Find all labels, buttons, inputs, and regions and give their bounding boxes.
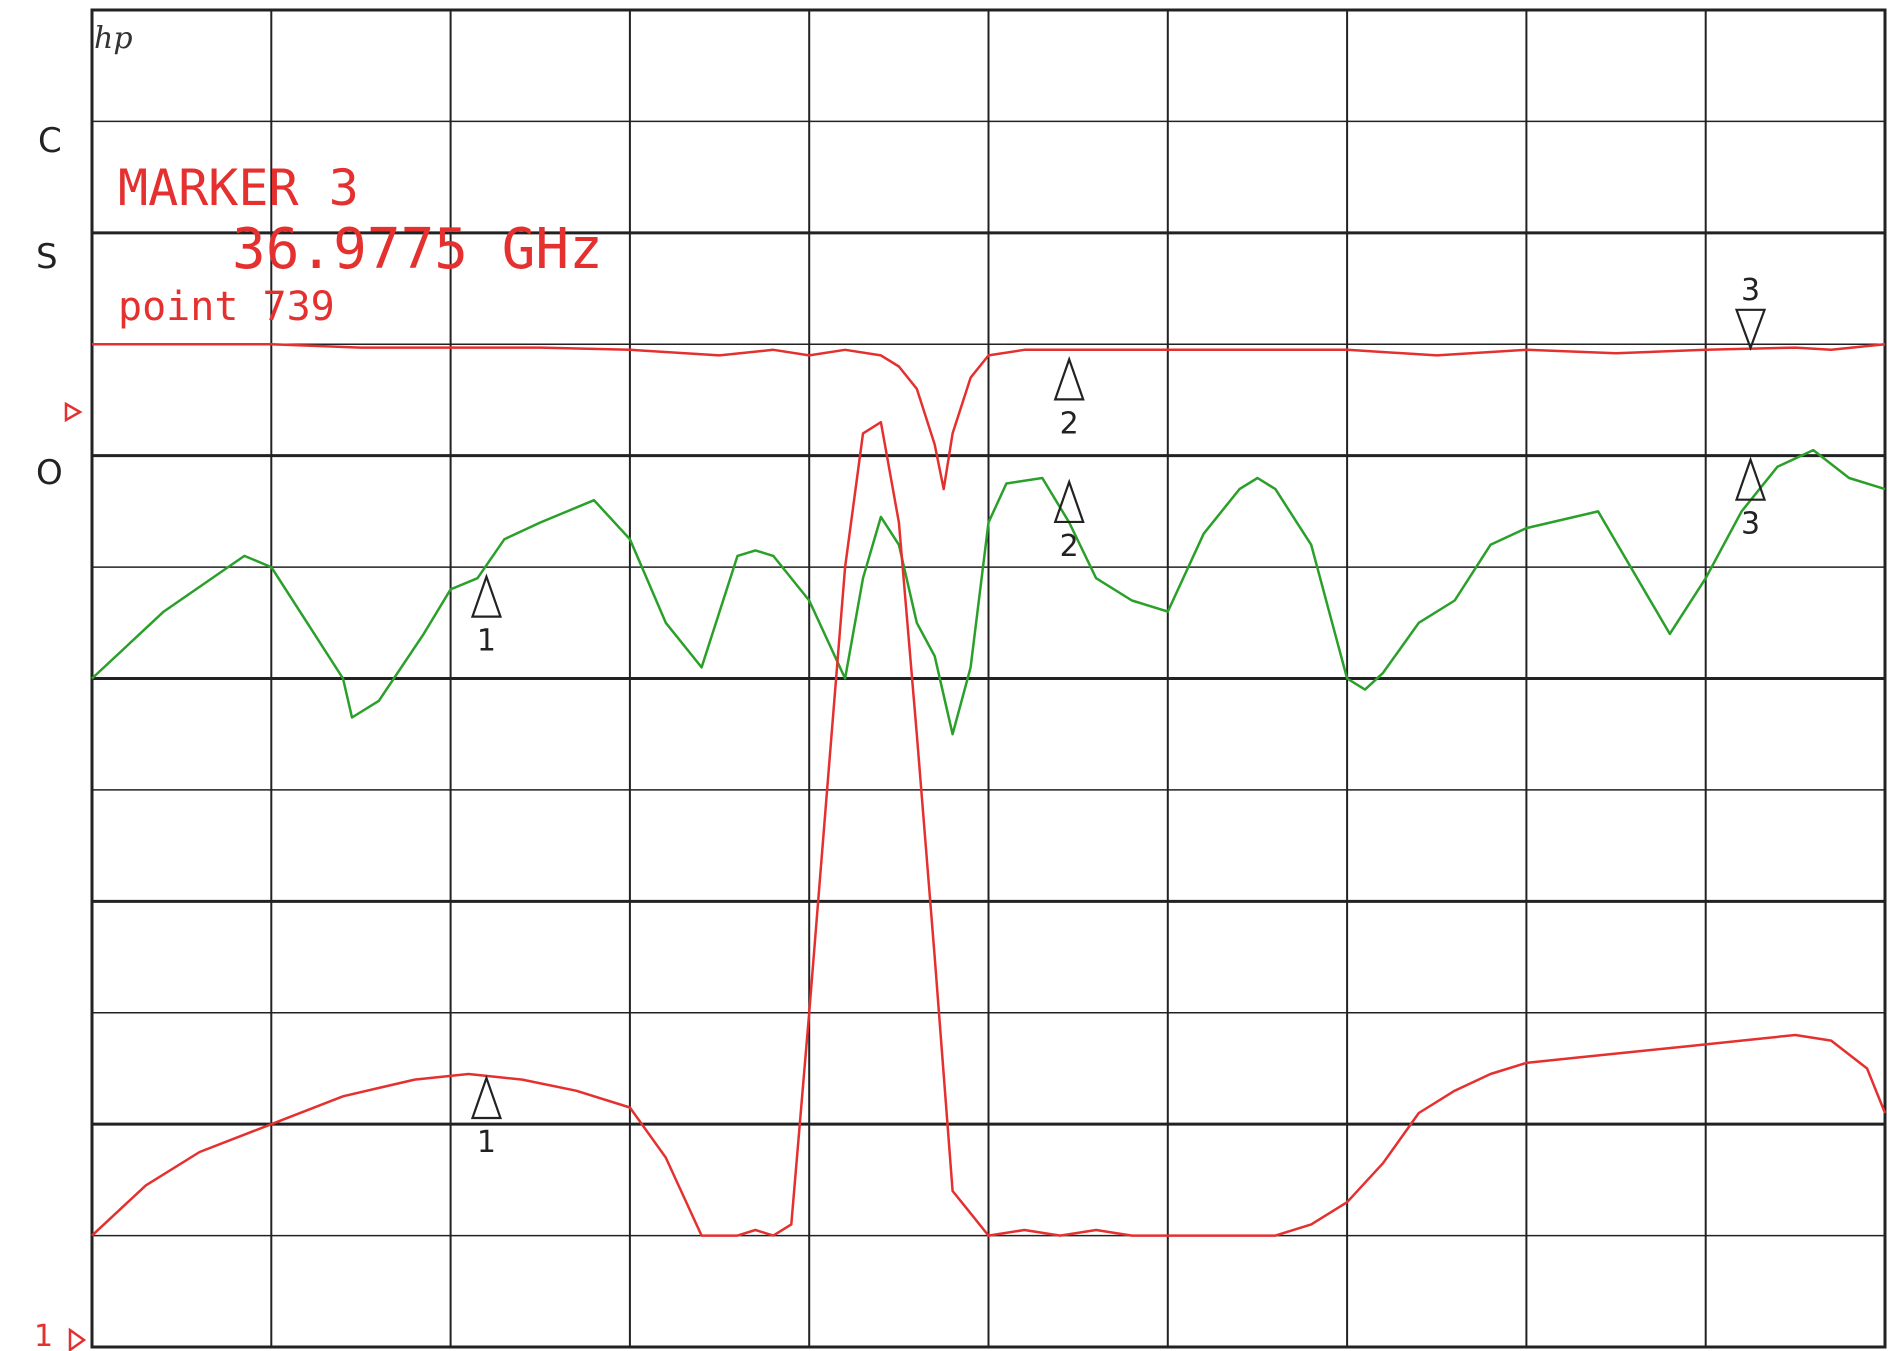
marker-1-2: 1 <box>470 1074 503 1160</box>
marker-number: 1 <box>477 1125 496 1160</box>
trace-1 <box>92 343 1886 491</box>
marker-point: point 739 <box>118 284 335 330</box>
reference-marker-pointer <box>68 1327 87 1351</box>
marker-3-6: 3 <box>1734 273 1767 352</box>
marker-number: 2 <box>1060 406 1079 441</box>
marker-label: MARKER 3 <box>118 159 359 217</box>
trace-3 <box>91 420 1887 1237</box>
reference-marker-label: 1 <box>34 1319 53 1351</box>
marker-number: 1 <box>477 624 496 659</box>
reference-level-pointer <box>64 401 83 423</box>
marker-triangle <box>1053 356 1085 401</box>
marker-number: 3 <box>1741 273 1760 308</box>
hp-logo: hp <box>94 21 133 56</box>
marker-number: 3 <box>1741 507 1760 542</box>
trace-layer <box>91 343 1887 1237</box>
marker-triangle <box>470 1074 503 1120</box>
marker-2-3: 2 <box>1053 356 1085 441</box>
marker-2-4: 2 <box>1053 478 1085 564</box>
marker-1-1: 1 <box>470 573 503 659</box>
marker-triangle <box>1734 456 1767 501</box>
marker-triangle <box>1053 478 1085 524</box>
marker-layer: 1 1 2 2 3 3 <box>470 273 1767 1160</box>
marker-frequency: 36.9775 GHz <box>232 217 603 282</box>
marker-triangle <box>1734 308 1767 352</box>
trace-2 <box>91 448 1886 736</box>
marker-triangle <box>470 573 503 618</box>
marker-number: 2 <box>1060 529 1079 564</box>
side-label-o: O <box>36 453 63 493</box>
plot-grid <box>90 8 1887 1349</box>
side-label-c: C <box>38 121 62 161</box>
side-label-s: S <box>36 237 58 277</box>
marker-3-5: 3 <box>1734 456 1767 542</box>
